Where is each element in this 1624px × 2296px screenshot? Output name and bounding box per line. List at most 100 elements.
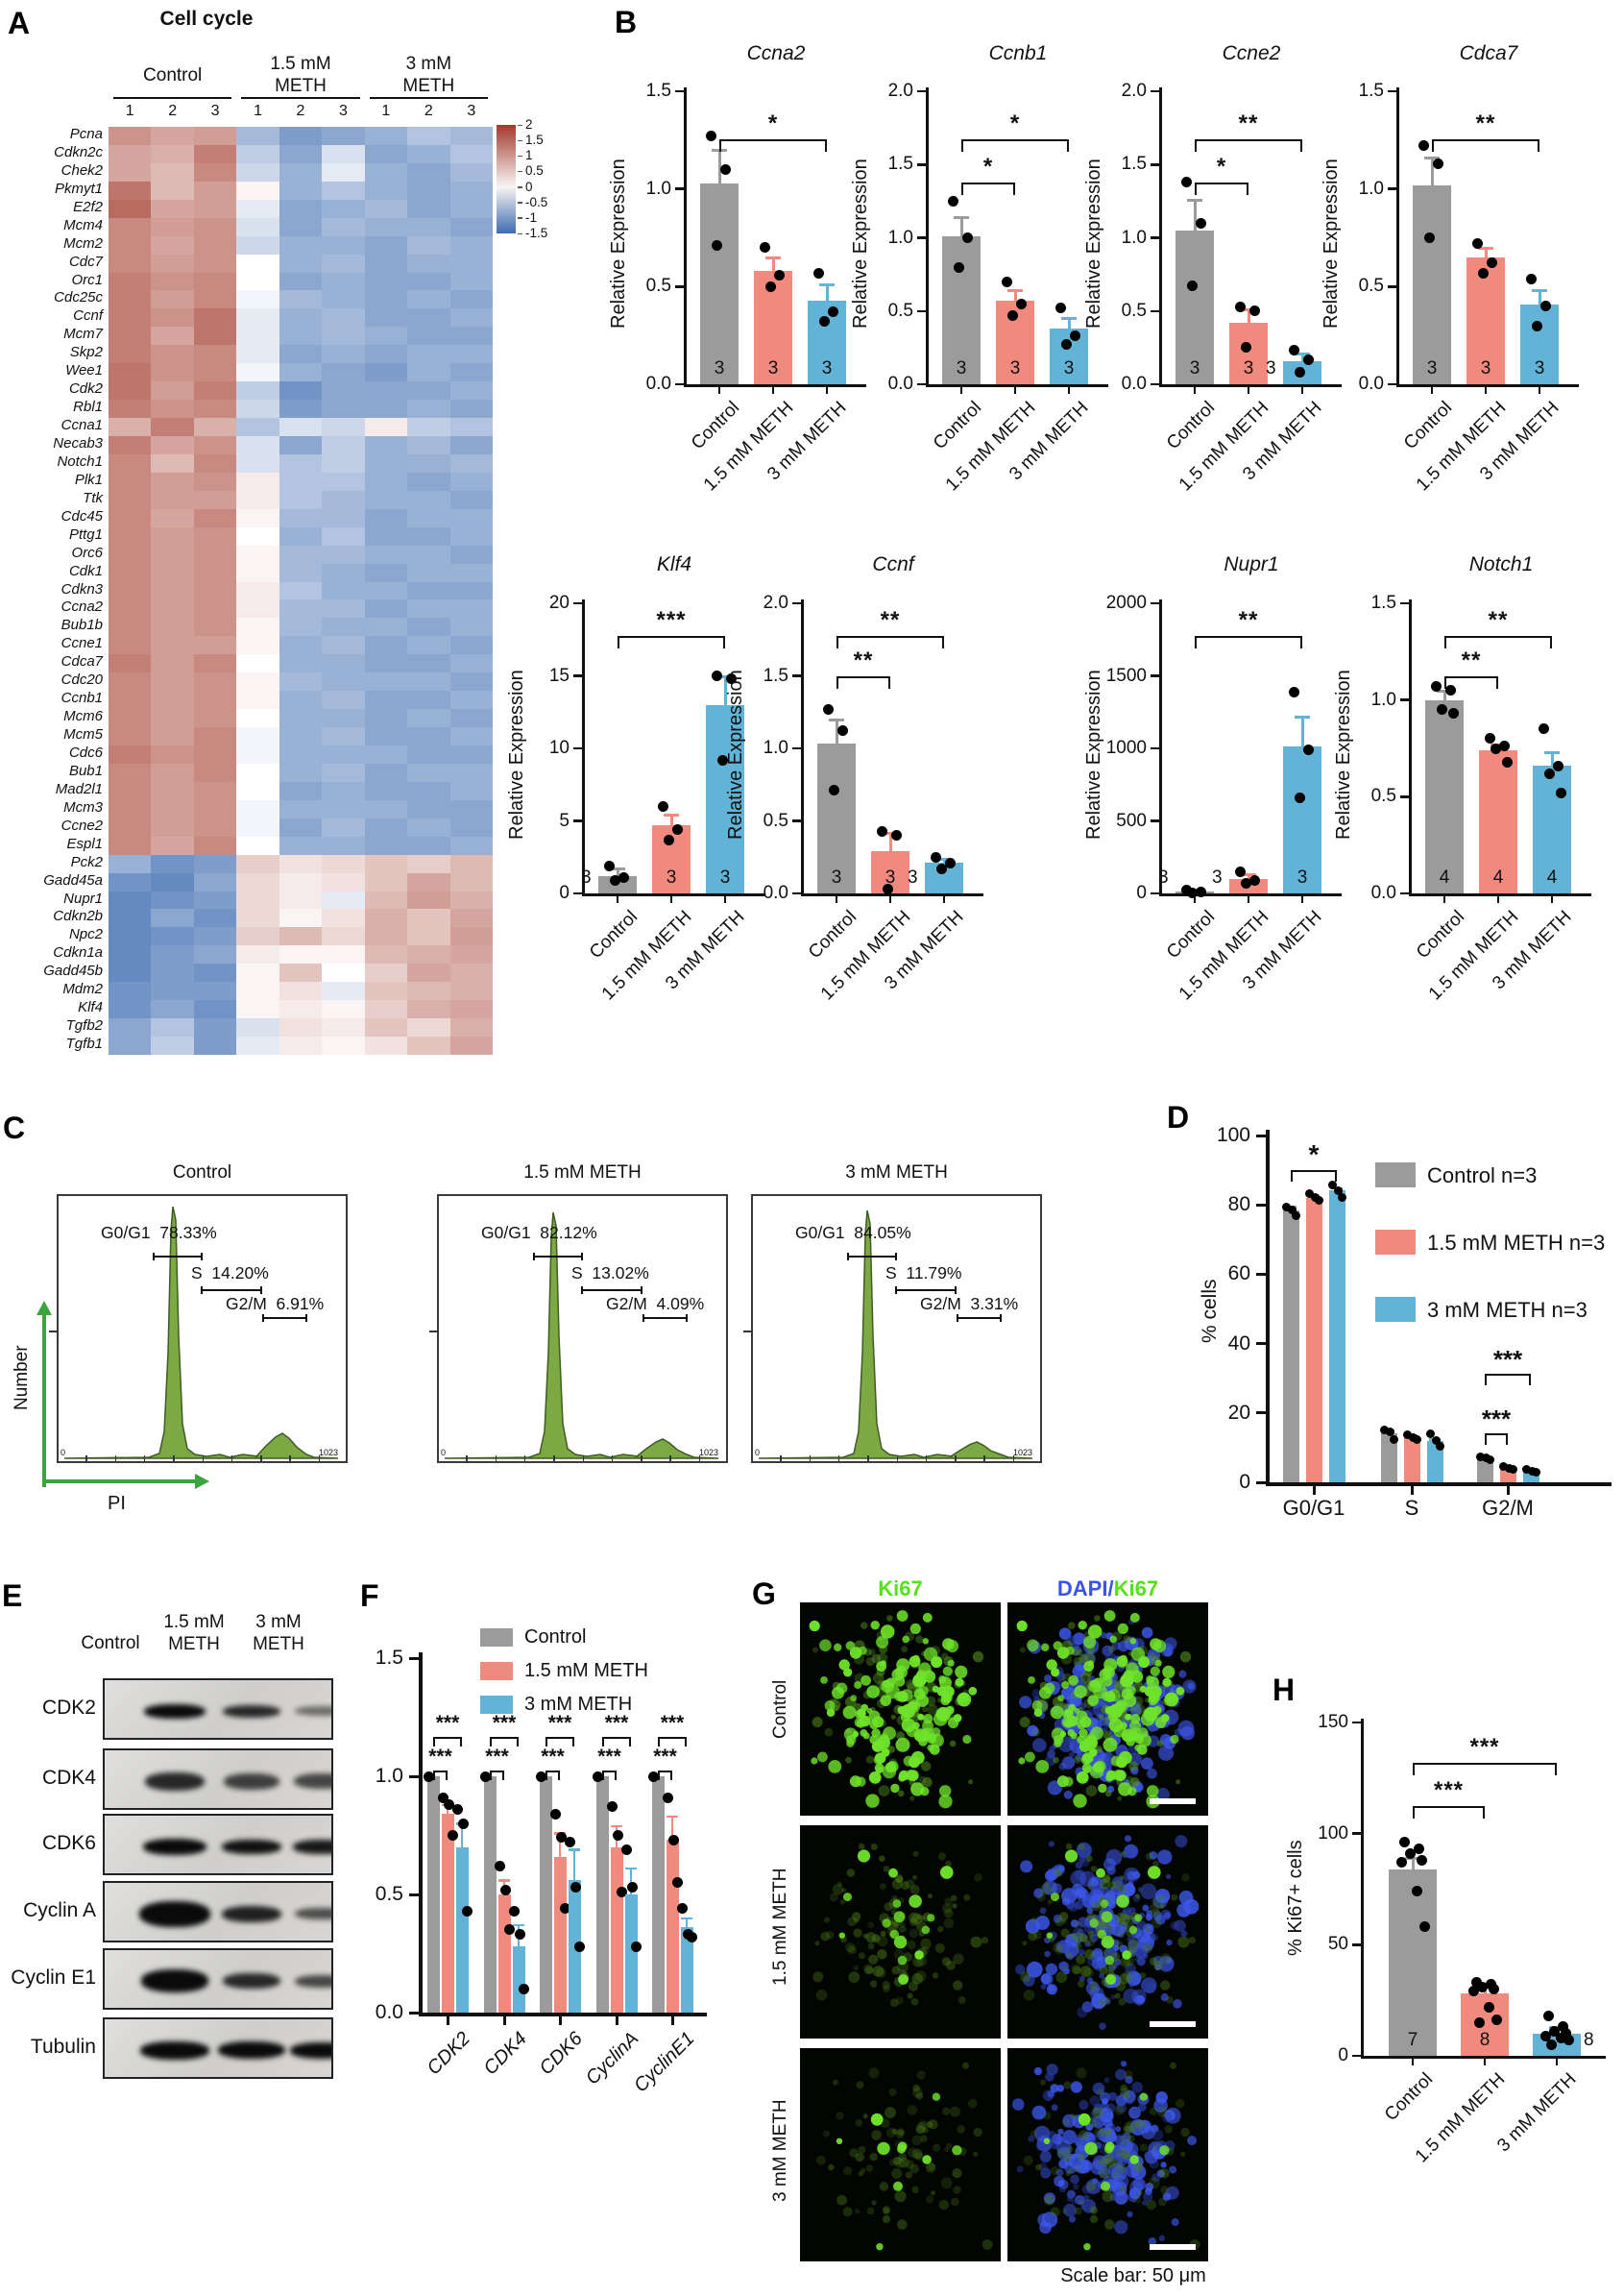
qpcr-ccne2-data-point — [1288, 345, 1299, 356]
qpcr-nupr1-data-point — [1288, 686, 1299, 697]
heatmap-cell — [322, 945, 366, 965]
heatmap-gene-label: Cdc25c — [54, 289, 103, 306]
heatmap-replicate-label: 2 — [424, 103, 433, 119]
colorbar-tick — [518, 155, 522, 158]
heatmap-cell — [236, 599, 280, 619]
protein-quant-y-axis — [419, 1652, 423, 2013]
dapi-ki67-header-part: Ki67 — [1113, 1576, 1159, 1600]
qpcr-ccna2-x-tick — [825, 387, 829, 394]
qpcr-ccnb1-x-tick — [1067, 387, 1071, 394]
heatmap-cell — [322, 891, 366, 910]
heatmap-cell — [407, 691, 451, 710]
ki67-quant-y-tick — [1352, 1721, 1362, 1724]
micro-image-r2-c2 — [1007, 1825, 1208, 2039]
qpcr-ccnf-n-label: 3 — [908, 867, 918, 888]
heatmap-cell — [279, 217, 323, 237]
qpcr-ccnb1-error-cap — [954, 216, 969, 220]
heatmap-cell — [449, 127, 494, 146]
heatmap-cell — [151, 217, 195, 237]
protein-quant-sig-bracket — [490, 1771, 504, 1772]
qpcr-ccne2-x-tick — [1193, 387, 1197, 394]
qpcr-nupr1-y-tick — [1151, 746, 1160, 750]
qpcr-klf4-y-tick — [573, 674, 583, 677]
heatmap-cell — [364, 363, 408, 382]
heatmap-cell — [322, 162, 366, 183]
ki67-quant-x-tick — [1411, 2059, 1415, 2065]
heatmap-cell — [109, 872, 152, 892]
micro-scale-bar — [1150, 2244, 1196, 2250]
colorbar-tick — [518, 202, 522, 204]
qpcr-cdca7-x-tick — [1538, 387, 1541, 394]
qpcr-klf4-data-point — [716, 754, 728, 766]
qpcr-ccna2-sig-bracket-end — [825, 139, 827, 152]
heatmap-cell — [151, 927, 195, 946]
qpcr-notch1-x-tick — [1442, 896, 1446, 903]
protein-quant-error-bar — [629, 1868, 633, 1921]
qpcr-klf4-sig-bracket-end — [618, 636, 619, 648]
qpcr-ccnb1-error-bar — [1013, 290, 1017, 311]
qpcr-notch1-sig-label: ** — [1488, 607, 1509, 633]
heatmap-cell — [193, 363, 237, 382]
heatmap-cell — [193, 618, 237, 637]
heatmap-cell — [151, 563, 195, 583]
heatmap-cell — [322, 854, 366, 874]
heatmap-cell — [279, 1018, 323, 1038]
qpcr-ccne2-y-tick — [1151, 89, 1160, 93]
qpcr-notch1-sig-bracket-end — [1444, 676, 1446, 689]
flow-histogram — [444, 1211, 719, 1459]
qpcr-nupr1-data-point — [1195, 886, 1206, 897]
cellcycle-dist-bar — [1380, 1432, 1397, 1482]
blot-box-Tubulin — [103, 2017, 333, 2079]
heatmap-cell — [364, 745, 408, 765]
heatmap-title: Cell cycle — [159, 8, 254, 30]
qpcr-ccnb1-bar — [942, 235, 981, 384]
qpcr-ccne2-error-cap — [1241, 334, 1256, 338]
heatmap-group-label: 3 mM — [405, 54, 452, 74]
colorbar-tick-label: -1.5 — [525, 226, 548, 240]
dapi-ki67-header-part: DAPI — [1056, 1576, 1108, 1600]
flow-axis-tick — [896, 1455, 898, 1461]
heatmap-gene-label: Mdm2 — [62, 981, 103, 998]
heatmap-cell — [322, 618, 366, 637]
qpcr-nupr1-y-tick-label: 500 — [1116, 810, 1147, 831]
cellcycle-dist-sig-bracket-end — [1291, 1170, 1293, 1182]
protein-quant-x-tick — [615, 2016, 618, 2025]
protein-quant-error-cap — [569, 1848, 580, 1851]
heatmap-cell — [109, 618, 152, 637]
heatmap-cell — [449, 472, 494, 492]
qpcr-notch1-error-cap — [1437, 689, 1452, 693]
flow-y-arrow-head — [36, 1301, 52, 1315]
heatmap-cell — [364, 199, 408, 219]
heatmap-cell — [279, 763, 323, 783]
heatmap-group-underline — [241, 97, 360, 99]
qpcr-klf4-error-cap — [717, 674, 733, 678]
protein-quant-sig-label: *** — [428, 1746, 452, 1768]
heatmap-gene-label: Bub1b — [61, 617, 103, 634]
heatmap-gene-label: Cdkn3 — [61, 580, 103, 598]
qpcr-notch1-data-point — [1498, 741, 1510, 752]
heatmap-cell — [279, 818, 323, 838]
heatmap-cell — [364, 1000, 408, 1019]
heatmap-cell — [279, 526, 323, 547]
qpcr-ccna2-y-tick — [675, 89, 685, 93]
cellcycle-dist-legend-label: 1.5 mM METH n=3 — [1427, 1231, 1606, 1255]
panel-label-f: F — [360, 1578, 379, 1613]
heatmap-cell — [109, 508, 152, 528]
heatmap-cell — [279, 418, 323, 437]
qpcr-ccnf-sig-label: ** — [853, 647, 874, 673]
heatmap-grid — [109, 127, 494, 1056]
protein-quant-legend-label: Control — [524, 1625, 587, 1648]
qpcr-ccna2-y-tick — [675, 187, 685, 190]
heatmap-cell — [151, 854, 195, 874]
heatmap-cell — [407, 872, 451, 892]
qpcr-ccna2-data-point — [711, 240, 722, 252]
ki67-quant-sig-bracket-end — [1413, 1763, 1415, 1775]
flow-pop-label: S 11.79% — [885, 1263, 962, 1282]
heatmap-gene-label: Pkmyt1 — [54, 180, 103, 197]
heatmap-cell — [364, 618, 408, 637]
qpcr-nupr1-y-tick — [1151, 674, 1160, 677]
qpcr-nupr1-title: Nupr1 — [1224, 553, 1279, 575]
ki67-quant-y-tick-label: 100 — [1318, 1822, 1348, 1844]
heatmap-cell — [109, 290, 152, 309]
